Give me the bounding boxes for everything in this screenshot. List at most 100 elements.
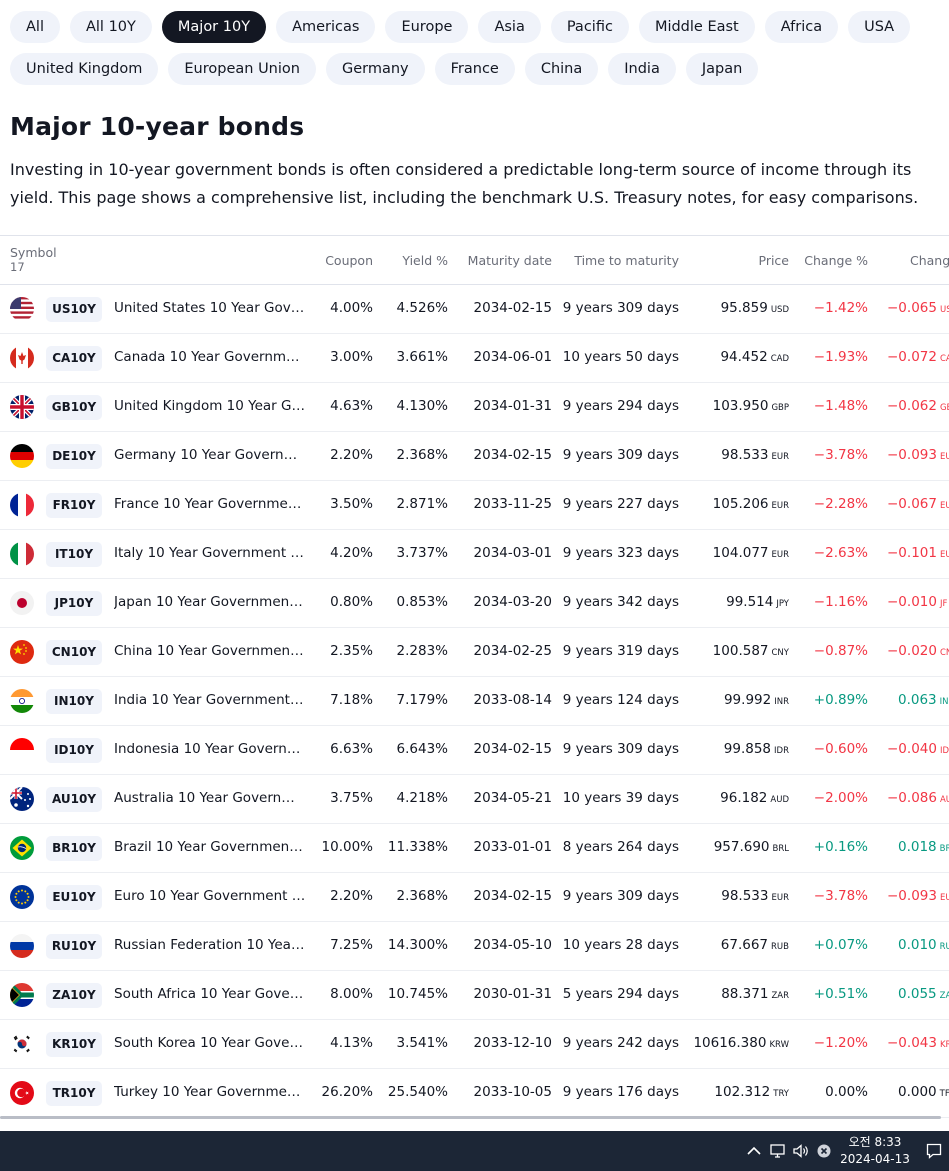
taskbar-clock[interactable]: 오전 8:33 2024-04-13: [836, 1134, 914, 1168]
table-row[interactable]: ID10Y Indonesia 10 Year Government Bond 6.…: [0, 726, 949, 775]
table-row[interactable]: EU10Y Euro 10 Year Government Bond 2.20% 2.…: [0, 873, 949, 922]
symbol-badge[interactable]: DE10Y: [46, 444, 102, 469]
bond-name-link[interactable]: France 10 Year Government Bond: [114, 496, 307, 512]
tr-flag-icon: [10, 1081, 34, 1105]
bond-name-link[interactable]: South Korea 10 Year Government Bond: [114, 1035, 307, 1051]
change-header[interactable]: Chang: [910, 253, 949, 268]
filter-chip-japan[interactable]: Japan: [685, 53, 759, 85]
change-cell: −0.020CN: [887, 643, 949, 659]
symbol-badge[interactable]: IN10Y: [46, 689, 102, 714]
chevron-up-icon[interactable]: [744, 1141, 764, 1161]
symbol-badge[interactable]: JP10Y: [46, 591, 102, 616]
bond-name-link[interactable]: Indonesia 10 Year Government Bond: [114, 741, 307, 757]
table-row[interactable]: GB10Y United Kingdom 10 Year Government B…: [0, 383, 949, 432]
maturity-date-header[interactable]: Maturity date: [467, 253, 552, 268]
filter-chip-asia[interactable]: Asia: [478, 11, 541, 43]
bond-name-link[interactable]: South Africa 10 Year Government Bond: [114, 986, 307, 1002]
symbol-badge[interactable]: EU10Y: [46, 885, 102, 910]
bond-name-link[interactable]: India 10 Year Government Bond: [114, 692, 307, 708]
filter-chip-usa[interactable]: USA: [848, 11, 911, 43]
table-row[interactable]: DE10Y Germany 10 Year Government Bond 2.20…: [0, 432, 949, 481]
horizontal-scrollbar[interactable]: [0, 1116, 941, 1119]
filter-chip-africa[interactable]: Africa: [764, 11, 839, 43]
table-row[interactable]: TR10Y Turkey 10 Year Government Bond 26.20…: [0, 1069, 949, 1118]
bond-name-link[interactable]: Canada 10 Year Government Bond: [114, 349, 307, 365]
bonds-table: Symbol 17 Coupon Yield % Maturity date T…: [0, 235, 949, 1119]
symbol-badge[interactable]: ID10Y: [46, 738, 102, 763]
price-cell: 96.182 AUD: [720, 790, 789, 806]
symbol-badge[interactable]: RU10Y: [46, 934, 102, 959]
symbol-badge[interactable]: GB10Y: [46, 395, 102, 420]
maturity-date-cell: 2034-02-25: [473, 643, 552, 659]
table-row[interactable]: US10Y United States 10 Year Government Bo…: [0, 285, 949, 334]
symbol-badge[interactable]: TR10Y: [46, 1081, 102, 1106]
table-row[interactable]: FR10Y France 10 Year Government Bond 3.50%…: [0, 481, 949, 530]
filter-chip-united-kingdom[interactable]: United Kingdom: [10, 53, 159, 85]
table-row[interactable]: KR10Y South Korea 10 Year Government Bond…: [0, 1020, 949, 1069]
filter-chip-china[interactable]: China: [524, 53, 599, 85]
table-row[interactable]: IN10Y India 10 Year Government Bond 7.18% 7…: [0, 677, 949, 726]
change-currency: JF: [939, 599, 948, 609]
table-row[interactable]: RU10Y Russian Federation 10 Year Governme…: [0, 922, 949, 971]
filter-chip-pacific[interactable]: Pacific: [550, 11, 629, 43]
symbol-badge[interactable]: US10Y: [46, 297, 102, 322]
filter-chip-germany[interactable]: Germany: [325, 53, 425, 85]
coupon-header[interactable]: Coupon: [325, 253, 373, 268]
symbol-header-label: Symbol: [10, 245, 57, 260]
bond-name-link[interactable]: Japan 10 Year Government Bond: [114, 594, 307, 610]
filter-chip-france[interactable]: France: [434, 53, 515, 85]
bond-name-link[interactable]: Australia 10 Year Government Bond: [114, 790, 307, 806]
time-to-maturity-header[interactable]: Time to maturity: [574, 253, 679, 268]
filter-chip-major-10y[interactable]: Major 10Y: [161, 11, 267, 43]
coupon-cell: 4.13%: [330, 1035, 373, 1051]
table-row[interactable]: ZA10Y South Africa 10 Year Government Bon…: [0, 971, 949, 1020]
volume-icon[interactable]: [791, 1141, 811, 1161]
maturity-date-cell: 2034-05-10: [473, 937, 552, 953]
table-row[interactable]: CN10Y China 10 Year Government Bond 2.35% 2…: [0, 628, 949, 677]
table-row[interactable]: CA10Y Canada 10 Year Government Bond 3.00%…: [0, 334, 949, 383]
price-header[interactable]: Price: [758, 253, 790, 268]
change-percent-header[interactable]: Change %: [804, 253, 868, 268]
filter-chip-all-10y[interactable]: All 10Y: [69, 11, 152, 43]
symbol-badge[interactable]: IT10Y: [46, 542, 102, 567]
bond-name-link[interactable]: United Kingdom 10 Year Government Bond: [114, 398, 307, 414]
yield-header[interactable]: Yield %: [402, 253, 448, 268]
bond-name-link[interactable]: Brazil 10 Year Government Bond: [114, 839, 307, 855]
symbol-badge[interactable]: CN10Y: [46, 640, 102, 665]
symbol-header[interactable]: Symbol 17: [10, 245, 57, 275]
bond-name-link[interactable]: Turkey 10 Year Government Bond: [114, 1084, 307, 1100]
yield-cell: 25.540%: [387, 1084, 448, 1100]
filter-chip-all[interactable]: All: [10, 11, 60, 43]
filter-chip-india[interactable]: India: [608, 53, 676, 85]
bond-name-link[interactable]: Italy 10 Year Government Bond: [114, 545, 307, 561]
bond-name-link[interactable]: Russian Federation 10 Year Government Bo…: [114, 937, 307, 953]
table-row[interactable]: AU10Y Australia 10 Year Government Bond 3.…: [0, 775, 949, 824]
table-row[interactable]: BR10Y Brazil 10 Year Government Bond 10.00…: [0, 824, 949, 873]
symbol-badge[interactable]: ZA10Y: [46, 983, 102, 1008]
bond-name-link[interactable]: China 10 Year Government Bond: [114, 643, 307, 659]
symbol-badge[interactable]: AU10Y: [46, 787, 102, 812]
change-value: −0.043: [887, 1035, 937, 1051]
yield-cell: 3.541%: [396, 1035, 448, 1051]
symbol-badge[interactable]: KR10Y: [46, 1032, 102, 1057]
filter-chip-european-union[interactable]: European Union: [168, 53, 316, 85]
symbol-badge[interactable]: BR10Y: [46, 836, 102, 861]
price-cell: 98.533 EUR: [721, 888, 789, 904]
price-currency: IDR: [774, 746, 789, 756]
filter-chip-americas[interactable]: Americas: [276, 11, 376, 43]
change-currency: IN: [939, 697, 949, 707]
mute-icon[interactable]: [814, 1141, 834, 1161]
table-row[interactable]: JP10Y Japan 10 Year Government Bond 0.80% 0…: [0, 579, 949, 628]
filter-chip-middle-east[interactable]: Middle East: [638, 11, 755, 43]
notification-icon[interactable]: [924, 1141, 944, 1161]
bond-name-link[interactable]: Germany 10 Year Government Bond: [114, 447, 307, 463]
price-value: 95.859: [720, 300, 768, 316]
price-value: 98.533: [721, 447, 769, 463]
symbol-badge[interactable]: FR10Y: [46, 493, 102, 518]
filter-chip-europe[interactable]: Europe: [385, 11, 469, 43]
symbol-badge[interactable]: CA10Y: [46, 346, 102, 371]
table-row[interactable]: IT10Y Italy 10 Year Government Bond 4.20% 3…: [0, 530, 949, 579]
network-icon[interactable]: [768, 1141, 788, 1161]
bond-name-link[interactable]: Euro 10 Year Government Bond: [114, 888, 307, 904]
bond-name-link[interactable]: United States 10 Year Government Bond: [114, 300, 307, 316]
